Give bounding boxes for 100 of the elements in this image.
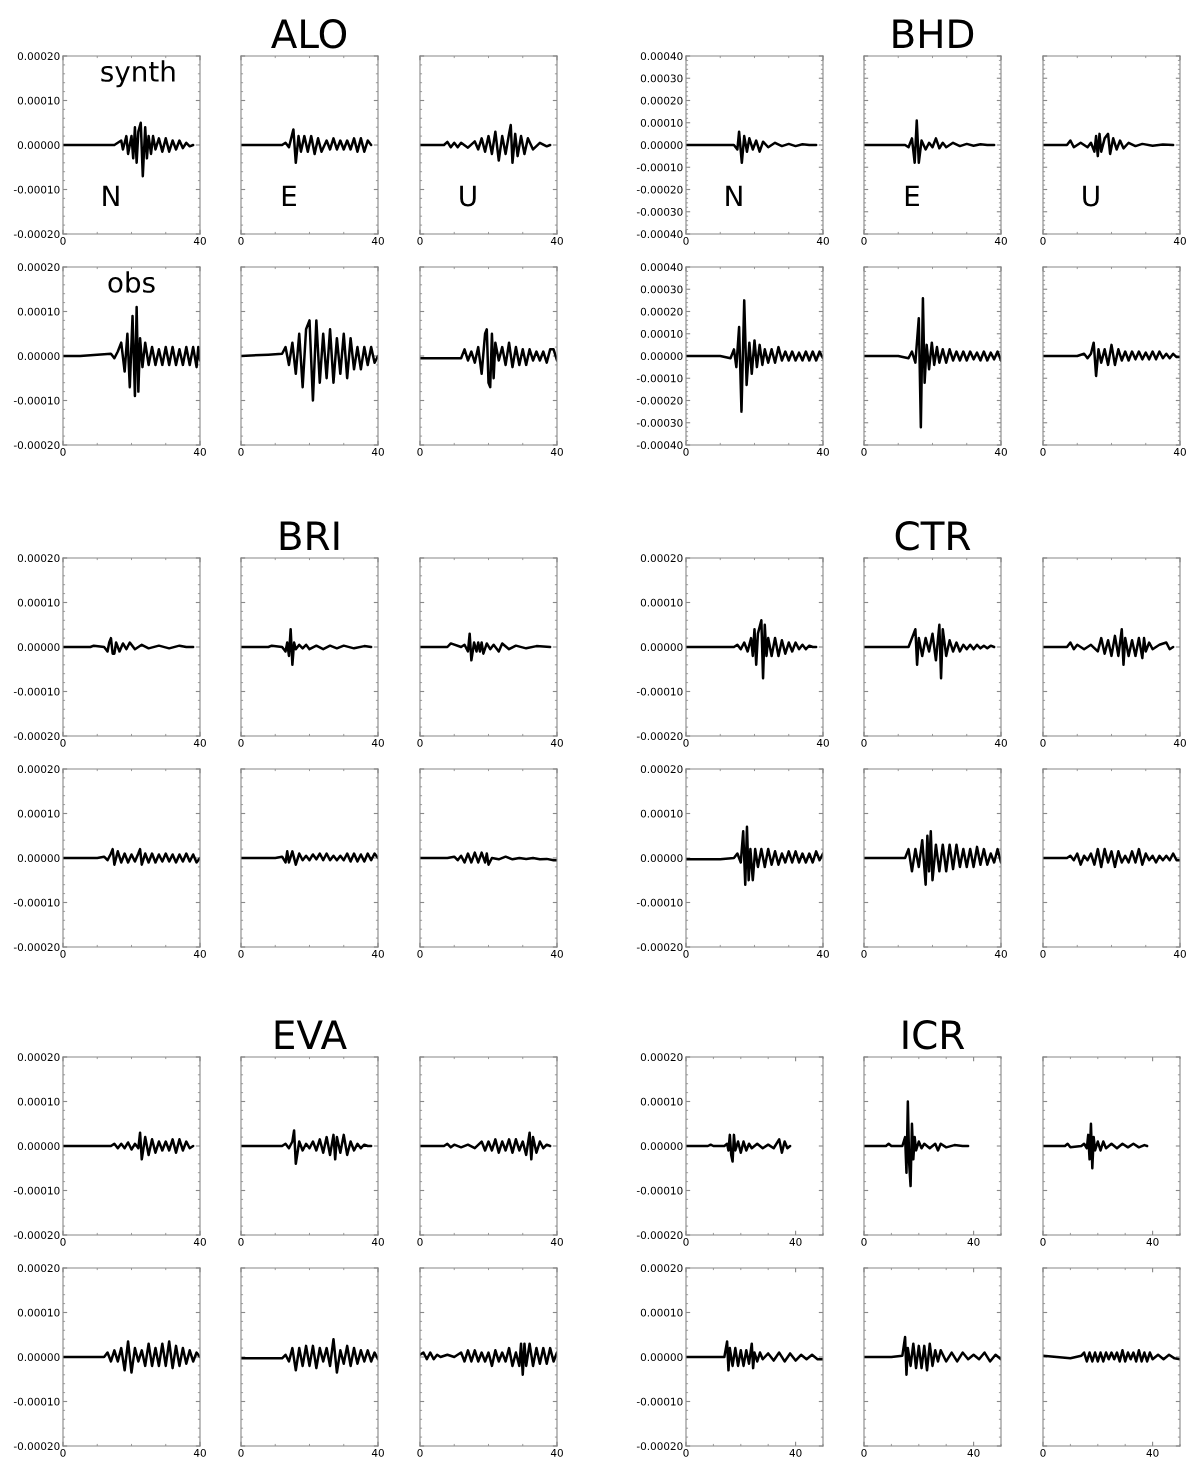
chart-title: ICR: [903, 1020, 965, 1050]
y-tick-label: 0.00020: [17, 52, 60, 61]
x-tick-label: 40: [994, 236, 1007, 245]
y-tick-label: 0.00000: [640, 854, 683, 863]
y-tick-label: 0.00020: [17, 1264, 60, 1273]
chart-title: EVA: [275, 1020, 347, 1049]
x-tick-label: 40: [1146, 1448, 1159, 1457]
y-tick-label: -0.00020: [636, 396, 683, 405]
x-tick-label: 40: [994, 447, 1007, 456]
x-tick-label: 0: [1040, 447, 1046, 456]
x-tick-label: 0: [1040, 236, 1046, 245]
x-tick-label: 0: [861, 1237, 867, 1246]
x-tick-label: 40: [816, 949, 829, 958]
y-tick-label: 0.00010: [17, 1308, 60, 1317]
x-tick-label: 0: [417, 949, 423, 958]
x-tick-label: 0: [238, 236, 244, 245]
x-tick-label: 40: [816, 447, 829, 456]
annotation: E: [905, 185, 919, 207]
y-tick-label: -0.00010: [13, 687, 60, 696]
y-tick-label: -0.00020: [13, 1231, 60, 1240]
y-tick-label: 0.00030: [640, 285, 683, 294]
x-tick-label: 0: [417, 236, 423, 245]
y-tick-label: -0.00020: [636, 732, 683, 741]
annotation: U: [460, 185, 476, 207]
x-tick-label: 0: [238, 949, 244, 958]
y-tick-label: 0.00000: [17, 141, 60, 150]
annotation: N: [103, 185, 119, 207]
y-tick-label: 0.00010: [17, 96, 60, 105]
y-tick-label: 0.00020: [640, 765, 683, 774]
x-tick-label: 0: [238, 1448, 244, 1457]
y-tick-label: 0.00020: [17, 263, 60, 272]
x-tick-label: 40: [193, 1448, 206, 1457]
y-tick-label: 0.00020: [640, 1053, 683, 1062]
x-tick-label: 40: [1173, 236, 1186, 245]
y-tick-label: -0.00010: [636, 898, 683, 907]
y-tick-label: 0.00000: [640, 141, 683, 150]
x-tick-label: 0: [683, 236, 689, 245]
x-tick-label: 40: [816, 236, 829, 245]
y-tick-label: -0.00010: [636, 687, 683, 696]
y-tick-label: -0.00020: [13, 230, 60, 239]
x-tick-label: 0: [60, 1448, 66, 1457]
x-tick-label: 40: [371, 949, 384, 958]
y-tick-label: 0.00020: [640, 307, 683, 316]
y-tick-label: 0.00040: [640, 263, 683, 272]
y-tick-label: -0.00020: [13, 943, 60, 952]
y-tick-label: 0.00010: [640, 809, 683, 818]
x-tick-label: 40: [193, 949, 206, 958]
x-tick-label: 40: [371, 738, 384, 747]
x-tick-label: 0: [861, 738, 867, 747]
y-tick-label: 0.00010: [17, 307, 60, 316]
x-tick-label: 0: [417, 738, 423, 747]
y-tick-label: -0.00020: [636, 185, 683, 194]
x-tick-label: 40: [550, 236, 563, 245]
y-tick-label: 0.00010: [640, 329, 683, 338]
chart-title: CTR: [895, 521, 971, 551]
x-tick-label: 0: [417, 1237, 423, 1246]
y-tick-label: 0.00000: [17, 643, 60, 652]
x-tick-label: 40: [1173, 949, 1186, 958]
annotation: N: [726, 185, 742, 207]
x-tick-label: 40: [789, 1448, 802, 1457]
x-tick-label: 0: [683, 949, 689, 958]
y-tick-label: -0.00020: [636, 943, 683, 952]
y-tick-label: -0.00010: [13, 898, 60, 907]
x-tick-label: 40: [371, 447, 384, 456]
y-tick-label: -0.00010: [13, 185, 60, 194]
x-tick-label: 0: [238, 738, 244, 747]
x-tick-label: 0: [60, 236, 66, 245]
x-tick-label: 40: [1146, 1237, 1159, 1246]
y-tick-label: -0.00020: [13, 732, 60, 741]
x-tick-label: 0: [60, 447, 66, 456]
line-series: [63, 636, 195, 655]
y-tick-label: -0.00030: [636, 207, 683, 216]
y-tick-label: 0.00020: [640, 554, 683, 563]
x-tick-label: 40: [816, 738, 829, 747]
x-tick-label: 40: [550, 738, 563, 747]
line-series: [63, 1340, 200, 1374]
x-tick-label: 0: [683, 447, 689, 456]
line-series: [63, 305, 200, 398]
x-tick-label: 0: [861, 447, 867, 456]
x-tick-label: 0: [238, 1237, 244, 1246]
x-tick-label: 0: [683, 1448, 689, 1457]
y-tick-label: 0.00000: [17, 854, 60, 863]
y-tick-label: -0.00020: [13, 1442, 60, 1451]
x-tick-label: 0: [683, 738, 689, 747]
y-tick-label: 0.00040: [640, 52, 683, 61]
line-series: [63, 1131, 195, 1161]
y-tick-label: -0.00010: [636, 1186, 683, 1195]
x-tick-label: 0: [1040, 1448, 1046, 1457]
y-tick-label: 0.00020: [640, 1264, 683, 1273]
y-tick-label: -0.00020: [636, 1442, 683, 1451]
x-tick-label: 0: [60, 1237, 66, 1246]
y-tick-label: -0.00010: [636, 163, 683, 172]
y-tick-label: 0.00010: [17, 809, 60, 818]
x-tick-label: 40: [967, 1237, 980, 1246]
y-tick-label: 0.00010: [17, 598, 60, 607]
y-tick-label: -0.00040: [636, 441, 683, 450]
line-series: [63, 847, 200, 866]
x-tick-label: 40: [994, 949, 1007, 958]
x-tick-label: 0: [861, 236, 867, 245]
y-tick-label: 0.00000: [17, 352, 60, 361]
